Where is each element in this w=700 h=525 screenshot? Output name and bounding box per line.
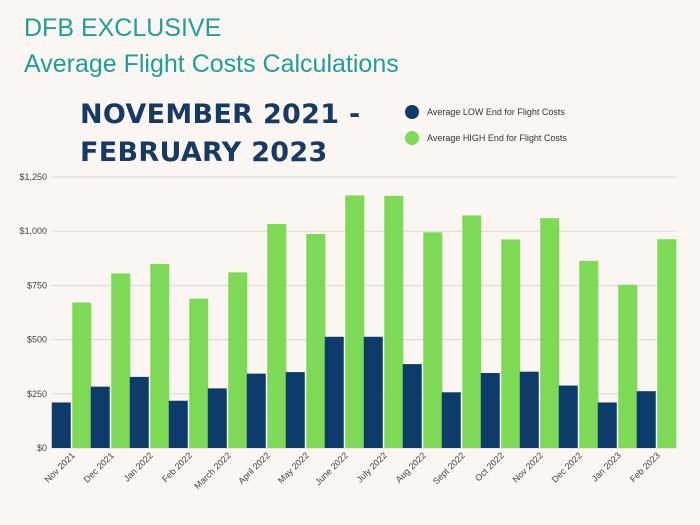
bar-high [462, 215, 482, 448]
bar-high [306, 234, 326, 448]
bar-low [246, 373, 266, 448]
y-tick-label: $250 [27, 389, 47, 399]
bar-high [228, 272, 248, 448]
bar-high [189, 298, 209, 448]
x-tick-label: May 2022 [276, 450, 311, 485]
bar-high [579, 260, 599, 448]
bar-high [267, 224, 287, 448]
x-tick-label: Aug 2022 [394, 450, 428, 484]
bar-low [441, 392, 461, 448]
x-tick-label: Feb 2023 [628, 450, 662, 484]
bar-low [207, 388, 227, 448]
bar-high [150, 263, 170, 448]
x-tick-label: Jan 2022 [122, 450, 155, 483]
y-tick-label: $1,250 [19, 172, 47, 182]
bar-low [90, 386, 110, 448]
legend-item-high: Average HIGH End for Flight Costs [405, 129, 567, 147]
x-tick-label: Dec 2021 [82, 450, 116, 484]
legend-label-low: Average LOW End for Flight Costs [427, 107, 565, 117]
x-tick-label: Sept 2022 [431, 450, 467, 486]
bar-high [345, 195, 365, 448]
bar-low [480, 372, 500, 448]
bar-high [72, 302, 92, 448]
bar-low [519, 371, 539, 448]
bar-low [597, 402, 617, 448]
x-tick-label: Nov 2022 [511, 450, 545, 484]
bar-high [618, 284, 638, 448]
chart-title: Average Flight Costs Calculations [24, 50, 399, 78]
period-line-1: NOVEMBER 2021 - [80, 99, 361, 130]
bar-low [363, 336, 383, 448]
bar-low [324, 336, 344, 448]
bar-high [501, 239, 521, 448]
x-tick-label: March 2022 [192, 450, 233, 491]
x-tick-label: June 2022 [313, 450, 350, 487]
legend: Average LOW End for Flight Costs Average… [405, 103, 567, 155]
y-tick-label: $1,000 [19, 226, 47, 236]
bar-high [384, 195, 404, 448]
bar-high [540, 218, 560, 448]
bar-low [168, 400, 188, 448]
bar-low [636, 391, 656, 448]
period-line-2: FEBRUARY 2023 [80, 137, 328, 168]
x-tick-label: Jan 2023 [590, 450, 623, 483]
x-tick-label: Oct 2022 [473, 450, 506, 483]
legend-swatch-high [405, 131, 419, 145]
period-heading: NOVEMBER 2021 - FEBRUARY 2023 [80, 96, 361, 172]
bar-low [129, 376, 149, 448]
header-title: DFB EXCLUSIVE [24, 14, 222, 42]
x-tick-label: April 2022 [236, 450, 272, 486]
legend-item-low: Average LOW End for Flight Costs [405, 103, 567, 121]
x-tick-label: Feb 2022 [160, 450, 194, 484]
bar-high [423, 232, 443, 448]
x-tick-label: Nov 2021 [43, 450, 77, 484]
bar-high [657, 239, 677, 448]
y-tick-label: $750 [27, 280, 47, 290]
y-tick-label: $500 [27, 335, 47, 345]
legend-label-high: Average HIGH End for Flight Costs [427, 133, 567, 143]
bar-high [111, 273, 131, 448]
bar-low [558, 385, 578, 448]
bar-low [51, 402, 71, 448]
x-tick-label: Dec 2022 [550, 450, 584, 484]
bar-low [285, 372, 305, 448]
legend-swatch-low [405, 105, 419, 119]
bar-low [402, 364, 422, 448]
x-tick-label: July 2022 [355, 450, 389, 484]
y-tick-label: $0 [37, 443, 47, 453]
